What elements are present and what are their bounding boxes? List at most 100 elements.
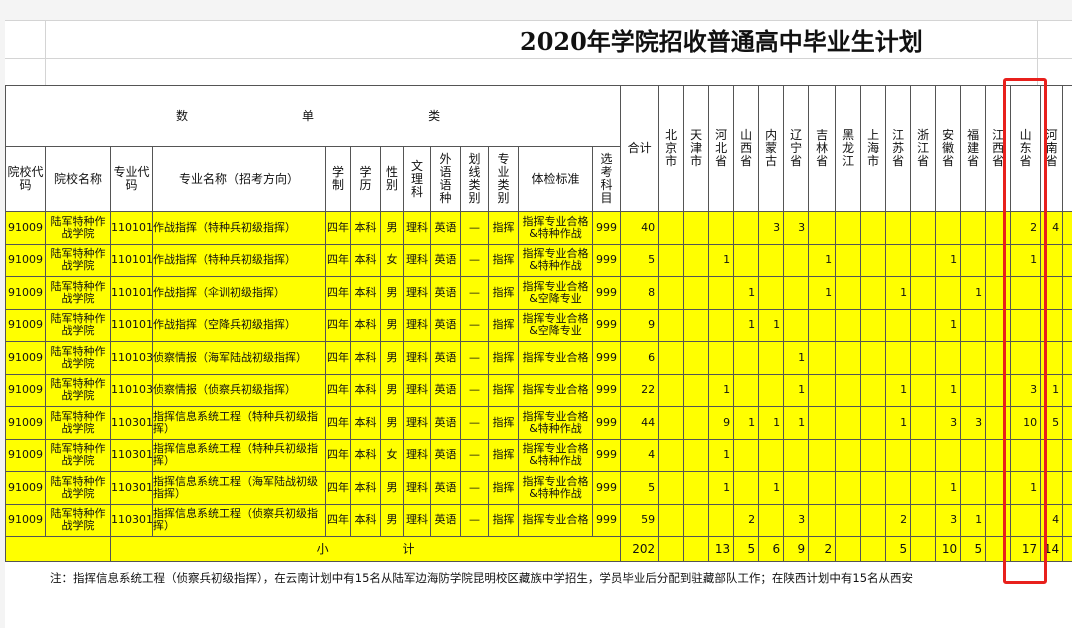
province-count [683,471,710,505]
subtotal-count: 6 [758,536,785,562]
province-count [835,406,862,440]
header-text: 辽宁省 [790,128,803,168]
cell: 指挥 [488,373,519,407]
province-count [835,471,862,505]
province-count [1010,341,1042,375]
header-text: 性别 [385,165,398,192]
cell: 男 [380,341,404,375]
province-count [733,438,760,472]
province-count: 1 [708,471,735,505]
province-count [835,211,862,245]
cell: 110301 [110,471,153,505]
cell: 40 [620,211,660,245]
cell: 陆军特种作战学院 [45,341,111,375]
column-header: 院校代码 [5,146,46,212]
province-count [910,373,937,407]
province-count [985,341,1012,375]
column-header: 专业名称（招考方向） [152,146,326,212]
cell: 110301 [110,406,153,440]
cell: 999 [591,438,622,472]
cell: 110101 [110,211,153,245]
cell: 指挥专业合格&特种作战 [518,471,593,505]
province-count: 1 [708,243,735,277]
cell: 999 [591,243,622,277]
province-count [658,308,685,342]
cell: 男 [380,211,404,245]
province-count [985,276,1012,310]
province-count [808,438,837,472]
cell: 理科 [403,406,431,440]
header-text: 黑龙江 [842,128,855,168]
data-row: 91009 陆军特种作战学院 110103 侦察情报（侦察兵初级指挥） 四年 本科男理科英… [5,373,1072,407]
province-count [683,308,710,342]
cell: 指挥专业合格&特种作战 [518,211,593,245]
cell: 999 [591,341,622,375]
province-header: 辽宁省 [783,85,810,212]
cell: 91009 [5,276,46,310]
province-count: 1 [783,373,810,407]
cell: — [460,341,489,375]
province-count [960,373,987,407]
cell: 指挥 [488,276,519,310]
subtotal-count: 10 [935,536,962,562]
cell: 110103 [110,373,153,407]
header-text: 外语语种 [439,152,452,205]
province-count [733,471,760,505]
province-count [1062,438,1072,472]
province-count [1062,211,1072,245]
province-count: 1 [935,308,962,342]
header-text: 文理科 [410,158,423,199]
cell: — [460,276,489,310]
cell: 理科 [403,503,431,537]
province-count [658,243,685,277]
cell: 91009 [5,503,46,537]
data-row: 91009 陆军特种作战学院 110301 指挥信息系统工程（侦察兵初级指挥） 四年 本科… [5,503,1072,537]
province-count [860,243,887,277]
cell: 陆军特种作战学院 [45,503,111,537]
province-count [808,211,837,245]
province-count [985,471,1012,505]
cell: 陆军特种作战学院 [45,243,111,277]
province-count [733,243,760,277]
province-count [683,243,710,277]
province-count [1062,373,1072,407]
cell: 英语 [430,438,461,472]
cell: 本科 [350,373,381,407]
subtotal-count [835,536,862,562]
cell: 陆军特种作战学院 [45,471,111,505]
subtotal-row: 小 计 202 13 5 6 9 2 5 10 5 17 14 [5,536,1072,562]
cell: 指挥专业合格&特种作战 [518,406,593,440]
cell: 英语 [430,373,461,407]
cell: 女 [380,243,404,277]
province-count: 1 [758,308,785,342]
cell: 本科 [350,308,381,342]
province-count [910,243,937,277]
group-header: 数单类 [4,85,622,147]
province-count [860,276,887,310]
province-count [783,471,810,505]
group-label: 数单类 [7,109,620,123]
province-count [960,243,987,277]
province-count: 1 [935,373,962,407]
cell [5,536,111,562]
cell: 指挥专业合格&特种作战 [518,438,593,472]
province-count: 1 [1010,471,1042,505]
cell: 5 [620,243,660,277]
cell: — [460,211,489,245]
cell: 110301 [110,503,153,537]
province-count [835,438,862,472]
province-count: 1 [960,276,987,310]
province-header: 北京市 [658,85,685,212]
cell: 999 [591,373,622,407]
column-header: 专业代码 [110,146,153,212]
province-header: 山西省 [733,85,760,212]
cell: 男 [380,308,404,342]
province-header: 河北省 [708,85,735,212]
header-text: 吉林省 [816,128,829,168]
province-count [910,406,937,440]
cell: 8 [620,276,660,310]
province-count [783,438,810,472]
province-count [960,308,987,342]
province-count [960,438,987,472]
cell: 91009 [5,373,46,407]
